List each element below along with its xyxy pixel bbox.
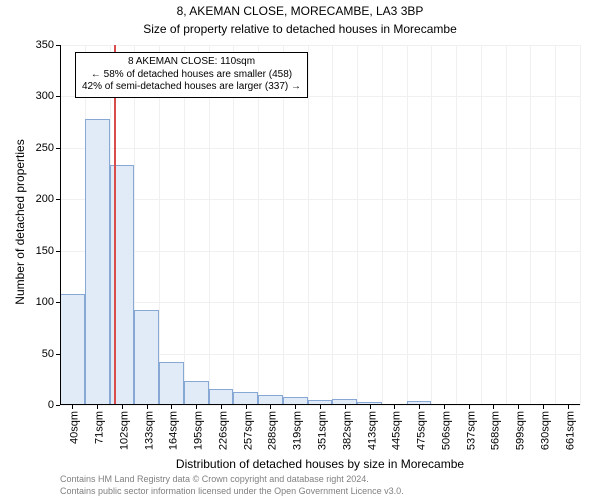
x-tick [270,405,271,409]
x-tick [518,405,519,409]
x-tick-label: 599sqm [514,411,526,450]
x-tick-label: 133sqm [143,411,155,450]
vgrid [233,45,234,405]
y-tick [56,405,60,406]
x-tick-label: 195sqm [193,411,205,450]
footnote-1: Contains HM Land Registry data © Crown c… [60,474,369,484]
x-tick-label: 102sqm [118,411,130,450]
histogram-bar [85,119,110,405]
x-tick [221,405,222,409]
y-tick [56,251,60,252]
chart-plot-area: 05010015020025030035040sqm71sqm102sqm133… [60,45,580,405]
vgrid [184,45,185,405]
x-tick [122,405,123,409]
hgrid [60,302,580,303]
x-tick-label: 40sqm [69,411,81,444]
annotation-box: 8 AKEMAN CLOSE: 110sqm← 58% of detached … [75,52,308,98]
x-tick-label: 445sqm [391,411,403,450]
x-tick [320,405,321,409]
vgrid [159,45,160,405]
vgrid [382,45,383,405]
vgrid [431,45,432,405]
y-tick [56,354,60,355]
x-axis-label: Distribution of detached houses by size … [60,457,580,471]
x-tick [419,405,420,409]
x-tick [295,405,296,409]
vgrid [506,45,507,405]
x-tick [394,405,395,409]
x-tick [493,405,494,409]
vgrid [407,45,408,405]
property-marker-line [114,45,116,405]
x-tick [469,405,470,409]
vgrid [283,45,284,405]
hgrid [60,251,580,252]
vgrid [357,45,358,405]
histogram-bar [60,294,85,405]
x-tick [370,405,371,409]
x-tick-label: 164sqm [168,411,180,450]
x-tick [196,405,197,409]
x-tick [568,405,569,409]
x-tick-label: 319sqm [292,411,304,450]
x-tick-label: 288sqm [267,411,279,450]
vgrid [580,45,581,405]
x-tick [171,405,172,409]
x-tick [97,405,98,409]
x-tick-label: 71sqm [94,411,106,444]
page-title-2: Size of property relative to detached ho… [0,22,600,36]
vgrid [555,45,556,405]
x-tick [543,405,544,409]
vgrid [308,45,309,405]
y-axis [60,45,61,405]
hgrid [60,148,580,149]
x-tick-label: 568sqm [490,411,502,450]
footnote-2: Contains public sector information licen… [60,486,404,496]
histogram-bar [159,362,184,405]
x-tick-label: 226sqm [217,411,229,450]
x-tick [444,405,445,409]
x-tick-label: 630sqm [539,411,551,450]
x-tick-label: 537sqm [465,411,477,450]
x-tick [72,405,73,409]
x-tick-label: 351sqm [316,411,328,450]
histogram-bar [209,389,234,405]
x-tick [345,405,346,409]
x-tick [147,405,148,409]
y-tick [56,45,60,46]
annotation-line: ← 58% of detached houses are smaller (45… [82,69,301,82]
y-axis-label: Number of detached properties [13,122,27,322]
vgrid [258,45,259,405]
x-tick-label: 257sqm [242,411,254,450]
y-tick [56,96,60,97]
x-tick-label: 506sqm [440,411,452,450]
x-tick-label: 475sqm [415,411,427,450]
hgrid [60,45,580,46]
hgrid [60,199,580,200]
annotation-line: 8 AKEMAN CLOSE: 110sqm [82,56,301,69]
histogram-bar [184,381,209,405]
annotation-line: 42% of semi-detached houses are larger (… [82,81,301,94]
vgrid [481,45,482,405]
vgrid [530,45,531,405]
x-tick-label: 413sqm [366,411,378,450]
vgrid [209,45,210,405]
vgrid [332,45,333,405]
x-tick-label: 382sqm [341,411,353,450]
y-tick [56,148,60,149]
x-tick [246,405,247,409]
x-tick-label: 661sqm [564,411,576,450]
histogram-bar [233,392,258,405]
histogram-bar [134,310,159,405]
page-title-1: 8, AKEMAN CLOSE, MORECAMBE, LA3 3BP [0,4,600,18]
y-tick [56,302,60,303]
vgrid [456,45,457,405]
y-tick [56,199,60,200]
